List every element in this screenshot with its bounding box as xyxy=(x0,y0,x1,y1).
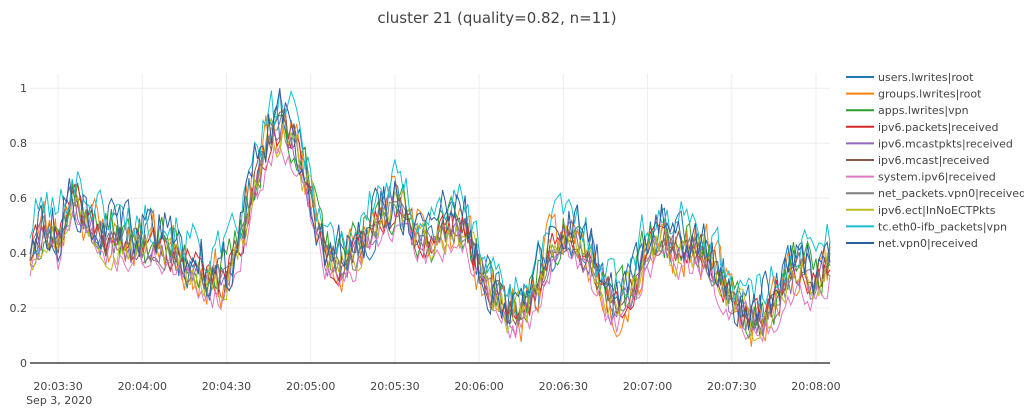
series-line xyxy=(29,108,831,347)
x-tick-label: 20:04:00 xyxy=(118,380,167,393)
y-tick-label: 1 xyxy=(20,82,27,95)
legend-entry[interactable]: apps.lwrites|vpn xyxy=(878,104,969,117)
legend-entry[interactable]: users.lwrites|root xyxy=(878,71,974,84)
x-tick-label: 20:08:00 xyxy=(791,380,840,393)
series-line xyxy=(29,109,831,337)
y-tick-label: 0.4 xyxy=(10,247,28,260)
x-tick-label: 20:03:30 xyxy=(33,380,82,393)
legend-entry[interactable]: ipv6.mcastpkts|received xyxy=(878,137,1013,150)
legend-entry[interactable]: net_packets.vpn0|received xyxy=(878,187,1024,200)
legend-entry[interactable]: system.ipv6|received xyxy=(878,171,996,184)
x-tick-label: 20:04:30 xyxy=(202,380,251,393)
series-line xyxy=(29,117,831,342)
x-tick-label: 20:07:30 xyxy=(707,380,756,393)
x-tick-date: Sep 3, 2020 xyxy=(26,394,92,407)
y-tick-label: 0.2 xyxy=(10,302,28,315)
series-line xyxy=(29,117,831,329)
x-tick-label: 20:05:00 xyxy=(286,380,335,393)
x-tick-label: 20:06:00 xyxy=(454,380,503,393)
y-tick-label: 0 xyxy=(20,357,27,370)
chart-title: cluster 21 (quality=0.82, n=11) xyxy=(377,9,616,27)
series-lines xyxy=(29,88,831,347)
legend-entry[interactable]: ipv6.mcast|received xyxy=(878,154,989,167)
series-line xyxy=(29,88,831,331)
legend-entry[interactable]: groups.lwrites|root xyxy=(878,88,982,101)
x-tick-label: 20:05:30 xyxy=(370,380,419,393)
y-tick-label: 0.8 xyxy=(10,137,28,150)
legend-entry[interactable]: net.vpn0|received xyxy=(878,237,978,250)
x-tick-label: 20:06:30 xyxy=(539,380,588,393)
legend-entry[interactable]: ipv6.ect|InNoECTPkts xyxy=(878,204,996,217)
series-line xyxy=(29,111,831,337)
x-tick-label: 20:07:00 xyxy=(623,380,672,393)
series-line xyxy=(29,143,831,343)
y-tick-label: 0.6 xyxy=(10,192,28,205)
legend-entry[interactable]: ipv6.packets|received xyxy=(878,121,999,134)
legend-entry[interactable]: tc.eth0-ifb_packets|vpn xyxy=(878,220,1007,233)
legend: users.lwrites|root groups.lwrites|root app… xyxy=(846,71,1024,250)
